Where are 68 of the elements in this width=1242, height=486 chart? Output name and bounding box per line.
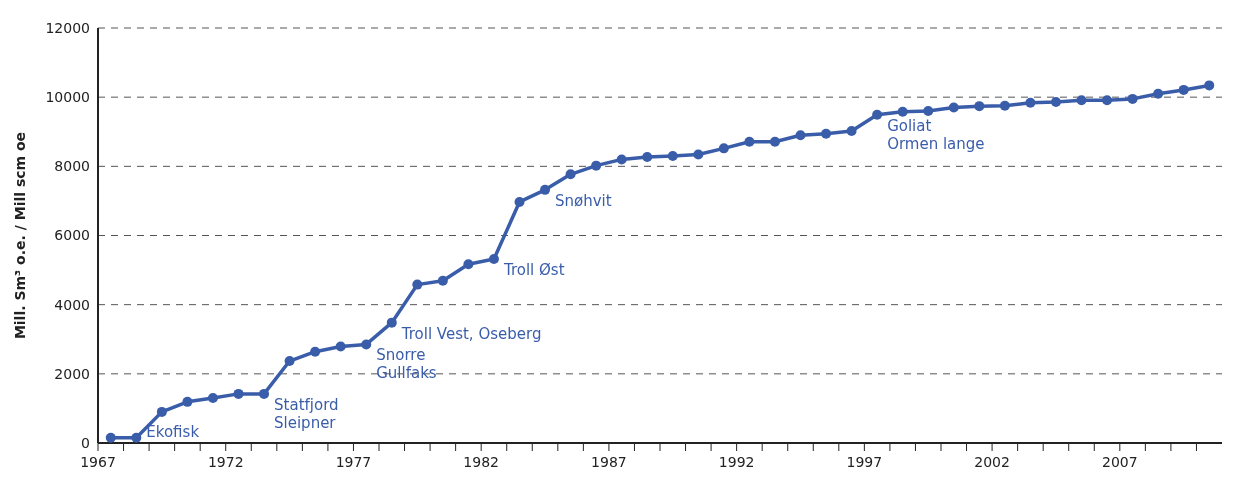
point xyxy=(718,143,729,154)
point xyxy=(591,160,602,171)
point xyxy=(667,150,678,161)
point xyxy=(923,106,934,116)
annotation: Troll Øst xyxy=(502,261,565,280)
point xyxy=(335,341,346,352)
point xyxy=(233,388,244,399)
point xyxy=(386,317,397,328)
y-tick-label: 4000 xyxy=(54,296,90,313)
point xyxy=(412,279,423,290)
point xyxy=(131,432,142,443)
y-tick-label: 0 xyxy=(81,434,90,451)
point xyxy=(642,152,653,162)
point xyxy=(310,346,321,357)
annotation: Statfjord Sleipner xyxy=(274,395,339,432)
point xyxy=(514,196,525,207)
annotation: Ekofisk xyxy=(146,423,200,441)
x-tick-label: 1997 xyxy=(846,453,883,470)
x-tick-label: 1972 xyxy=(207,453,244,470)
point xyxy=(872,109,883,120)
point xyxy=(821,128,832,139)
point xyxy=(437,275,448,286)
point xyxy=(488,254,499,265)
point xyxy=(156,406,167,417)
x-tick-label: 2007 xyxy=(1102,453,1138,470)
x-tick-label: 1987 xyxy=(591,453,627,470)
point xyxy=(769,136,780,147)
point xyxy=(1153,88,1164,99)
point xyxy=(105,432,116,443)
point xyxy=(1050,97,1061,108)
point xyxy=(361,339,372,350)
point xyxy=(1204,80,1215,91)
point xyxy=(1178,84,1189,95)
annotation: Troll Vest, Oseberg xyxy=(400,324,542,343)
point xyxy=(540,184,551,195)
point xyxy=(1076,95,1087,106)
point xyxy=(693,149,704,160)
y-tick-label: 12000 xyxy=(45,19,90,36)
x-tick-label: 1992 xyxy=(718,453,755,470)
x-tick-label: 1982 xyxy=(463,453,499,470)
point xyxy=(207,393,218,404)
x-tick-label: 1977 xyxy=(335,453,372,470)
point xyxy=(463,259,474,270)
point xyxy=(565,169,576,180)
point xyxy=(284,356,295,367)
point xyxy=(616,154,627,165)
point xyxy=(999,100,1010,111)
y-axis-title: Mill. Sm³ o.e. / Mill scm oe xyxy=(11,131,28,340)
point xyxy=(897,106,908,117)
annotation: Snøhvit xyxy=(555,191,612,210)
x-tick-label: 2002 xyxy=(974,453,1010,470)
annotation: Snorre Gullfaks xyxy=(376,346,437,383)
x-tick-label: 1967 xyxy=(80,453,116,470)
point xyxy=(182,396,193,407)
point xyxy=(795,130,806,141)
point xyxy=(974,101,985,112)
point xyxy=(846,126,857,137)
y-tick-label: 10000 xyxy=(45,89,90,106)
point xyxy=(744,136,755,147)
y-tick-label: 6000 xyxy=(54,227,90,244)
point xyxy=(1102,95,1113,106)
point xyxy=(1025,97,1036,108)
y-tick-label: 2000 xyxy=(54,365,90,382)
annotation: Goliat Ormen lange xyxy=(887,116,985,153)
point xyxy=(948,102,959,113)
point xyxy=(259,388,270,399)
y-tick-label: 8000 xyxy=(54,158,90,175)
point xyxy=(1127,93,1138,104)
